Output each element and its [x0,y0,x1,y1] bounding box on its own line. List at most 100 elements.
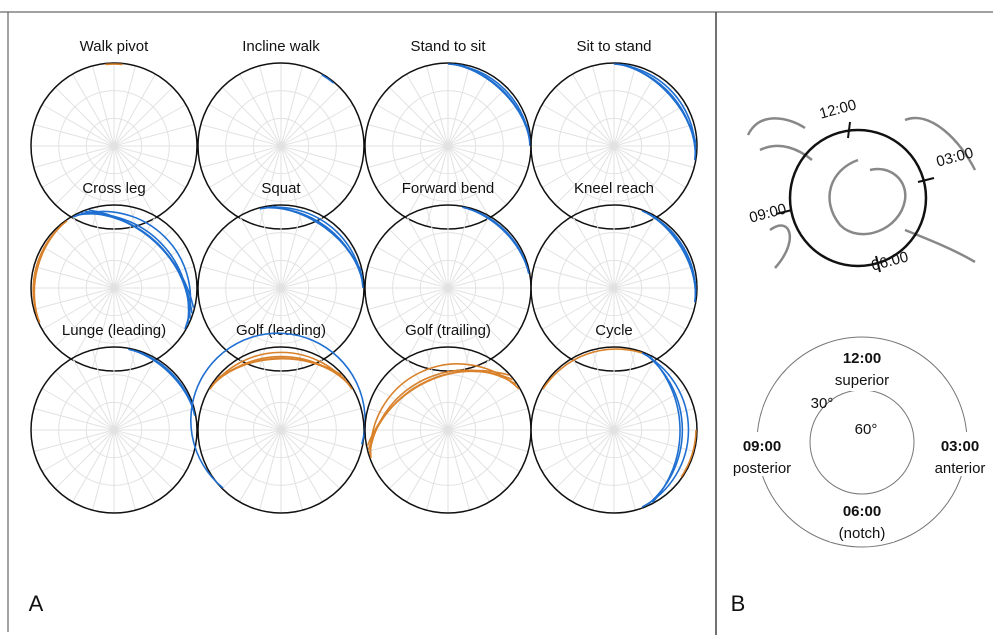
grid-spoke [368,430,448,451]
grid-spoke [281,267,361,288]
grid-spoke [534,288,614,309]
grid-spoke [93,208,114,288]
grid-spoke [114,66,135,146]
grid-spoke [201,146,281,167]
grid-spoke [614,430,635,510]
grid-spoke [281,125,361,146]
trace [34,224,62,318]
plot-title: Forward bend [402,180,495,197]
tick [918,178,934,182]
grid-spoke [260,430,281,510]
grid-spoke [448,66,469,146]
grid-spoke [614,146,694,167]
grid-spoke [281,146,361,167]
polar-plot: Golf (trailing) [365,322,531,513]
grid-spoke [281,208,302,288]
grid-spoke [114,409,194,430]
plot-title: Golf (leading) [236,322,326,339]
grid-spoke [260,208,281,288]
trace [217,359,342,379]
grid-spoke [201,125,281,146]
grid-spoke [201,267,281,288]
grid-spoke [281,288,361,309]
grid-spoke [281,350,302,430]
plot-title: Sit to stand [576,38,651,55]
trace [371,364,519,458]
sketch-lines [748,118,975,268]
grid-spoke [114,350,135,430]
grid-spoke [93,350,114,430]
plot-title: Golf (trailing) [405,322,491,339]
grid-spoke [114,288,194,309]
grid-spoke [614,267,694,288]
grid-spoke [448,409,528,430]
direction-label: (notch) [839,525,886,542]
plot-title: Stand to sit [410,38,486,55]
grid-spoke [448,125,528,146]
grid-spoke [368,288,448,309]
grid-spoke [114,430,135,510]
polar-plot: Kneel reach [531,180,697,371]
trace [137,351,192,404]
grid-spoke [593,350,614,430]
grid-spoke [201,430,281,451]
grid-spoke [614,66,635,146]
grid-spoke [427,208,448,288]
grid-spoke [614,350,635,430]
grid-spoke [34,430,114,451]
trace [141,352,190,399]
grid-spoke [260,66,281,146]
direction-label: superior [835,372,889,389]
grid-spoke [448,146,528,167]
grid-spoke [448,288,528,309]
polar-plot: Cross leg [31,180,197,371]
grid-spoke [114,146,194,167]
grid-spoke [427,66,448,146]
clock-label: 09:00 [748,200,789,226]
clock-label: 12:00 [818,96,859,122]
grid-spoke [534,125,614,146]
plot-title: Lunge (leading) [62,322,166,339]
grid-spoke [593,430,614,510]
panel-label: A [29,591,44,616]
grid-spoke [534,409,614,430]
plot-title: Kneel reach [574,180,654,197]
grid-spoke [368,267,448,288]
grid-spoke [93,66,114,146]
photo-sketch: 12:00 03:00 06:00 09:00 [748,96,976,274]
ring-label: 60° [855,421,878,438]
clock-label: 03:00 [935,144,976,170]
grid-spoke [593,66,614,146]
time-label: 09:00 [743,438,781,455]
tick [848,122,850,138]
grid-spoke [34,288,114,309]
grid-spoke [34,409,114,430]
grid-spoke [614,288,694,309]
clock-label: 06:00 [870,248,911,274]
polar-plot: Incline walk [198,38,364,229]
grid-spoke [534,267,614,288]
direction-label: anterior [935,460,986,477]
grid-spoke [281,409,361,430]
trace [322,75,334,83]
grid-spoke [281,430,361,451]
grid-spoke [534,430,614,451]
polar-plot: Forward bend [365,180,531,371]
grid-spoke [368,125,448,146]
grid-spoke [448,430,528,451]
grid-spoke [448,350,469,430]
grid-spoke [593,208,614,288]
grid-spoke [201,288,281,309]
schematic: 12:00 superior 09:00 posterior 03:00 ant… [730,337,992,547]
direction-label: posterior [733,460,791,477]
grid-spoke [260,350,281,430]
plot-title: Cycle [595,322,633,339]
grid-spoke [34,125,114,146]
polar-plot: Cycle [531,322,697,513]
grid-spoke [614,208,635,288]
grid-spoke [448,208,469,288]
figure: Walk pivotIncline walkStand to sitSit to… [0,0,993,635]
polar-plot: Lunge (leading) [31,322,197,513]
plot-title: Incline walk [242,38,320,55]
